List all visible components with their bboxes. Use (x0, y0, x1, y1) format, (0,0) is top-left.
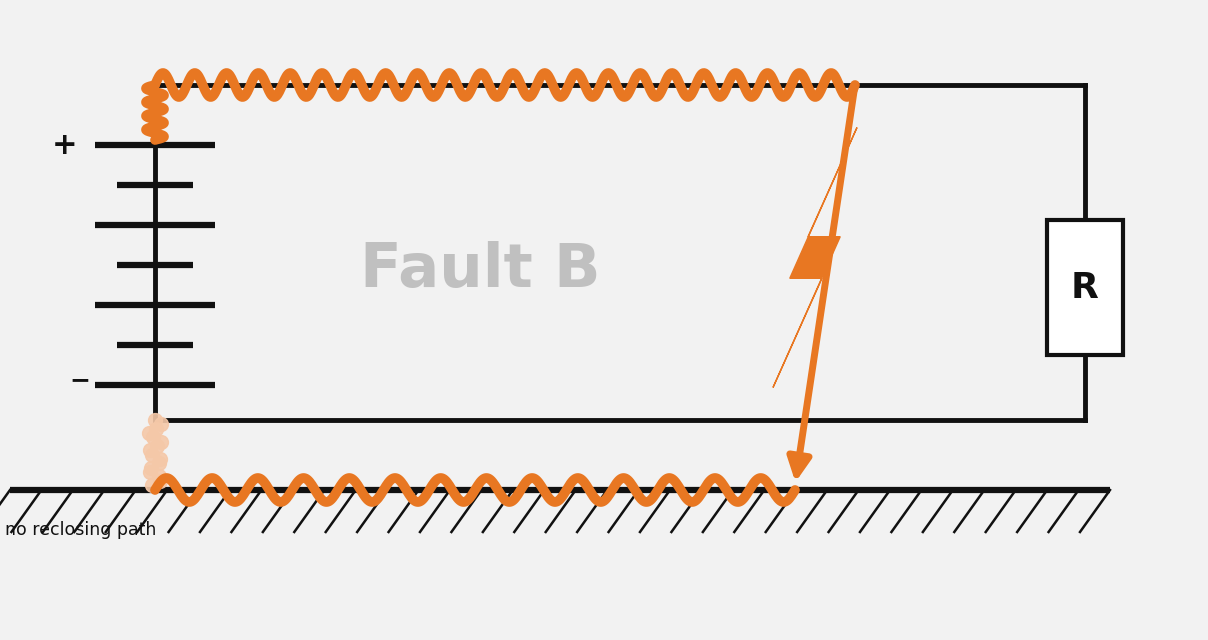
Text: −: − (70, 368, 91, 392)
Bar (1047, 220, 1123, 355)
Polygon shape (773, 127, 856, 387)
Text: Fault B: Fault B (360, 241, 600, 300)
Text: R: R (1071, 271, 1099, 305)
Text: no reclosing path: no reclosing path (5, 521, 156, 539)
Text: +: + (52, 131, 77, 159)
